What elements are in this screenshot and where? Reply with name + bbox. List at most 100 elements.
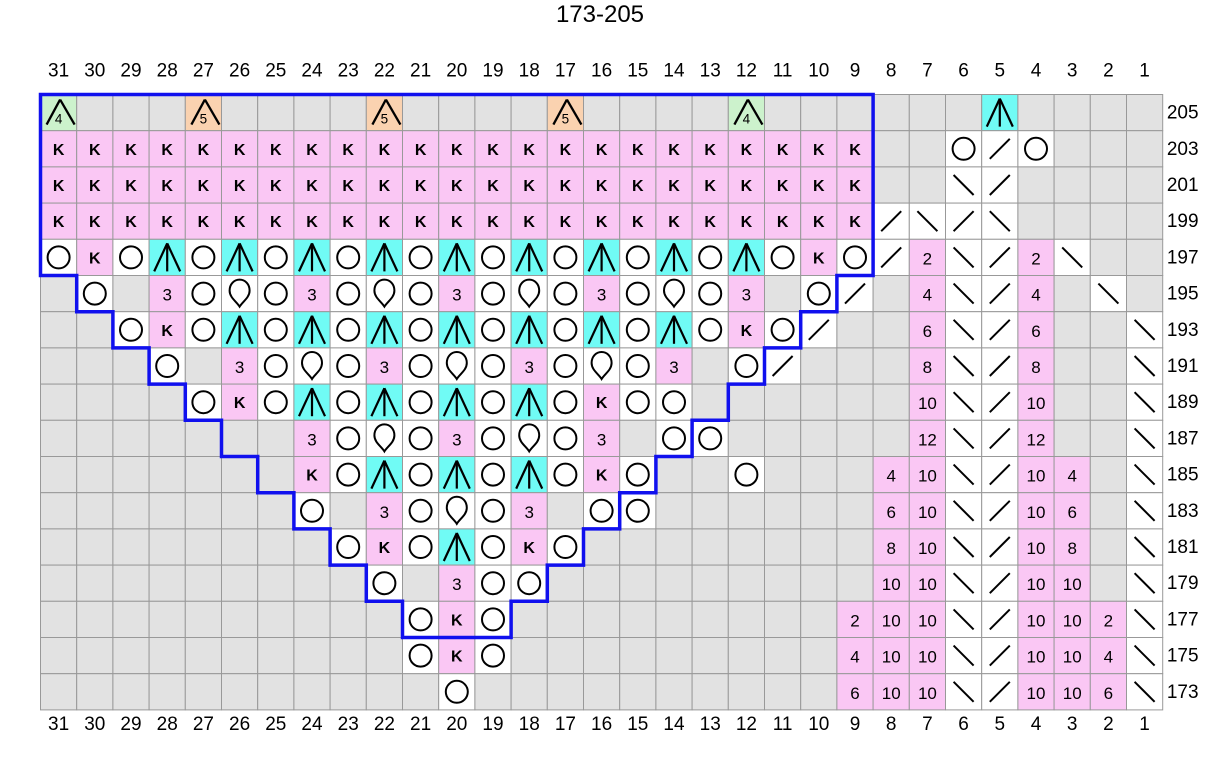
svg-text:K: K [379, 142, 391, 159]
svg-text:25: 25 [265, 61, 286, 82]
svg-text:K: K [306, 468, 318, 485]
svg-text:30: 30 [84, 714, 105, 735]
svg-text:10: 10 [1063, 611, 1082, 630]
svg-text:5: 5 [562, 112, 570, 127]
svg-text:10: 10 [1027, 467, 1046, 486]
svg-text:26: 26 [229, 714, 250, 735]
svg-text:4: 4 [1031, 286, 1040, 305]
svg-text:10: 10 [1027, 575, 1046, 594]
svg-text:22: 22 [374, 61, 395, 82]
svg-text:K: K [523, 142, 535, 159]
svg-text:199: 199 [1167, 211, 1199, 232]
svg-text:K: K [813, 250, 825, 267]
svg-text:10: 10 [1027, 503, 1046, 522]
svg-text:26: 26 [229, 61, 250, 82]
svg-text:10: 10 [918, 503, 937, 522]
svg-text:20: 20 [446, 61, 467, 82]
svg-text:187: 187 [1167, 428, 1199, 449]
svg-text:14: 14 [663, 714, 685, 735]
svg-text:K: K [53, 178, 65, 195]
svg-text:K: K [849, 214, 861, 231]
svg-text:10: 10 [918, 575, 937, 594]
svg-text:11: 11 [773, 61, 793, 82]
svg-text:6: 6 [1067, 503, 1076, 522]
svg-text:8: 8 [1067, 539, 1076, 558]
svg-text:4: 4 [1031, 61, 1042, 82]
svg-text:28: 28 [157, 714, 178, 735]
svg-text:3: 3 [669, 358, 678, 377]
svg-text:K: K [161, 323, 173, 340]
svg-text:3: 3 [524, 503, 533, 522]
svg-text:29: 29 [120, 714, 141, 735]
svg-text:2: 2 [923, 249, 932, 268]
svg-text:14: 14 [663, 61, 685, 82]
svg-text:3: 3 [452, 286, 461, 305]
svg-text:8: 8 [886, 539, 895, 558]
svg-text:6: 6 [1104, 684, 1113, 703]
svg-text:20: 20 [446, 714, 467, 735]
svg-text:27: 27 [193, 61, 214, 82]
svg-text:K: K [198, 214, 210, 231]
svg-text:2: 2 [1103, 714, 1114, 735]
svg-text:K: K [596, 214, 608, 231]
svg-text:K: K [596, 395, 608, 412]
svg-text:15: 15 [627, 714, 648, 735]
svg-text:K: K [379, 178, 391, 195]
svg-text:12: 12 [736, 61, 757, 82]
svg-text:6: 6 [958, 714, 969, 735]
svg-text:177: 177 [1167, 609, 1199, 630]
svg-text:7: 7 [922, 61, 933, 82]
svg-text:10: 10 [918, 467, 937, 486]
svg-text:K: K [849, 178, 861, 195]
svg-text:K: K [89, 214, 101, 231]
svg-text:K: K [270, 214, 282, 231]
svg-text:6: 6 [850, 684, 859, 703]
svg-text:10: 10 [808, 61, 829, 82]
svg-text:27: 27 [193, 714, 214, 735]
svg-text:K: K [89, 178, 101, 195]
svg-text:31: 31 [48, 61, 69, 82]
svg-text:K: K [234, 395, 246, 412]
svg-text:K: K [125, 142, 137, 159]
svg-text:9: 9 [850, 714, 861, 735]
svg-text:5: 5 [381, 112, 389, 127]
svg-text:23: 23 [338, 61, 359, 82]
svg-text:3: 3 [235, 358, 244, 377]
svg-text:K: K [451, 612, 463, 629]
svg-text:K: K [704, 142, 716, 159]
svg-text:4: 4 [743, 112, 751, 127]
svg-text:K: K [342, 178, 354, 195]
svg-text:K: K [777, 178, 789, 195]
svg-text:16: 16 [591, 714, 612, 735]
svg-text:25: 25 [265, 714, 286, 735]
svg-text:3: 3 [742, 286, 751, 305]
svg-text:3: 3 [380, 503, 389, 522]
svg-text:203: 203 [1167, 139, 1199, 160]
svg-text:K: K [704, 178, 716, 195]
svg-text:197: 197 [1167, 247, 1199, 268]
svg-text:28: 28 [157, 61, 178, 82]
svg-text:173: 173 [1167, 682, 1199, 703]
svg-text:10: 10 [1063, 648, 1082, 667]
svg-text:181: 181 [1167, 537, 1199, 558]
svg-text:K: K [741, 214, 753, 231]
svg-text:K: K [89, 250, 101, 267]
svg-text:K: K [161, 142, 173, 159]
svg-text:11: 11 [773, 714, 793, 735]
svg-text:201: 201 [1167, 175, 1199, 196]
svg-text:K: K [777, 214, 789, 231]
svg-text:29: 29 [120, 61, 141, 82]
svg-text:4: 4 [1031, 714, 1042, 735]
svg-text:10: 10 [1063, 575, 1082, 594]
svg-text:10: 10 [1027, 394, 1046, 413]
svg-text:3: 3 [1067, 61, 1078, 82]
svg-text:K: K [306, 214, 318, 231]
svg-text:4: 4 [55, 112, 63, 127]
svg-text:4: 4 [850, 648, 859, 667]
svg-text:5: 5 [995, 714, 1006, 735]
svg-text:2: 2 [850, 611, 859, 630]
svg-text:3: 3 [524, 358, 533, 377]
svg-text:K: K [668, 142, 680, 159]
svg-text:4: 4 [886, 467, 895, 486]
svg-text:K: K [270, 142, 282, 159]
